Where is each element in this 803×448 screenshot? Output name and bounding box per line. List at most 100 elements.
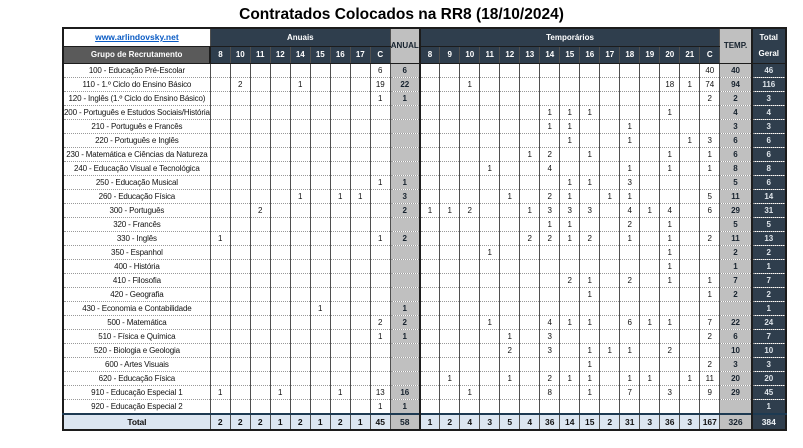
anual-total-cell [389, 245, 421, 260]
grand-total-cell: 20 [751, 371, 786, 386]
anuais-cell [309, 315, 331, 330]
temporarios-cell [519, 119, 540, 134]
anuais-cell [229, 119, 251, 134]
anuais-cell [209, 245, 231, 260]
temporarios-cell [439, 77, 460, 92]
temporarios-cell: 2 [499, 343, 520, 358]
anuais-cell: 45 [369, 413, 391, 431]
temporarios-cell [459, 119, 480, 134]
temporarios-cell: 1 [459, 385, 480, 400]
anuais-cell [249, 147, 271, 162]
temporarios-cell [559, 329, 580, 344]
anuais-cell [329, 371, 351, 386]
row-label: 220 - Português e Inglês [62, 133, 211, 148]
anuais-cell [229, 217, 251, 232]
temp-total-cell: 326 [719, 413, 753, 431]
table-row: 260 - Educação Física 1 1 1 3 1 2 1 1 1 5 11 14 [62, 189, 786, 204]
temporarios-cell: 1 [599, 343, 620, 358]
row-label: 200 - Português e Estudos Sociais/Histór… [62, 105, 211, 120]
temporarios-cell [639, 385, 660, 400]
temporarios-cell [619, 301, 640, 316]
column-number-header: 15 [559, 46, 580, 64]
temporarios-cell [459, 343, 480, 358]
temporarios-cell [599, 119, 620, 134]
temporarios-cell: 5 [699, 189, 720, 204]
temporarios-cell [599, 245, 620, 260]
temporarios-cell [559, 245, 580, 260]
anuais-cell [369, 371, 391, 386]
temporarios-cell [579, 161, 600, 176]
anuais-cell [369, 273, 391, 288]
temporarios-cell [459, 217, 480, 232]
temporarios-cell: 1 [559, 217, 580, 232]
column-number-header: 21 [679, 46, 700, 64]
temporarios-cell [459, 105, 480, 120]
temporarios-cell: 1 [679, 371, 700, 386]
temporarios-cell [419, 287, 440, 302]
anuais-cell [209, 91, 231, 106]
temporarios-cell [479, 287, 500, 302]
anuais-cell [349, 77, 371, 92]
table-row: 510 - Física e Química 1 1 1 3 2 6 7 [62, 329, 786, 344]
anuais-cell [269, 329, 291, 344]
anual-total-cell [389, 133, 421, 148]
anuais-cell [209, 287, 231, 302]
anuais-cell [309, 133, 331, 148]
temporarios-cell: 1 [639, 371, 660, 386]
temporarios-cell [419, 385, 440, 400]
temporarios-cell [419, 91, 440, 106]
temporarios-cell: 1 [579, 385, 600, 400]
temporarios-cell [519, 189, 540, 204]
temporarios-cell: 3 [619, 175, 640, 190]
placements-table: www.arlindovsky.net Anuais ANUAL Temporá… [62, 27, 787, 431]
grand-total-cell: 14 [751, 189, 786, 204]
temporarios-cell [459, 357, 480, 372]
temporarios-cell: 2 [699, 231, 720, 246]
anuais-cell [249, 273, 271, 288]
anuais-cell [309, 217, 331, 232]
grand-total-cell: 3 [751, 357, 786, 372]
temporarios-cell [519, 357, 540, 372]
anual-total-cell [389, 105, 421, 120]
anual-total-cell: 6 [389, 63, 421, 78]
temporarios-cell [419, 329, 440, 344]
anuais-cell [269, 175, 291, 190]
temporarios-cell [499, 357, 520, 372]
temporarios-cell [579, 329, 600, 344]
temporarios-cell [639, 77, 660, 92]
anuais-cell [369, 203, 391, 218]
anuais-cell [229, 175, 251, 190]
temp-total-cell: 7 [719, 273, 753, 288]
anual-total-cell: 22 [389, 77, 421, 92]
anuais-cell: 2 [229, 413, 251, 431]
anuais-cell [309, 91, 331, 106]
anuais-cell [309, 259, 331, 274]
temporarios-cell [619, 147, 640, 162]
anuais-cell [209, 315, 231, 330]
temporarios-cell [639, 105, 660, 120]
temporarios-cell [479, 119, 500, 134]
temporarios-cell [639, 91, 660, 106]
row-label: 110 - 1.º Ciclo do Ensino Básico [62, 77, 211, 92]
anuais-cell [309, 189, 331, 204]
anual-total-cell: 16 [389, 385, 421, 400]
website-link[interactable]: www.arlindovsky.net [95, 32, 179, 42]
temporarios-cell [419, 301, 440, 316]
temp-total-cell: 2 [719, 287, 753, 302]
temporarios-cell [559, 259, 580, 274]
temporarios-cell [639, 147, 660, 162]
row-label: 240 - Educação Visual e Tecnológica [62, 161, 211, 176]
temporarios-cell [639, 231, 660, 246]
anual-total-cell: 1 [389, 301, 421, 316]
temporarios-cell: 3 [479, 413, 500, 431]
anuais-cell [269, 259, 291, 274]
temporarios-cell [479, 105, 500, 120]
temp-total-cell: 6 [719, 147, 753, 162]
temp-total-cell: 2 [719, 245, 753, 260]
anuais-cell [229, 147, 251, 162]
temporarios-cell [519, 399, 540, 415]
table-row: 430 - Economia e Contabilidade 1 1 1 [62, 301, 786, 316]
temporarios-cell [479, 259, 500, 274]
anuais-cell [249, 385, 271, 400]
temporarios-cell [559, 399, 580, 415]
